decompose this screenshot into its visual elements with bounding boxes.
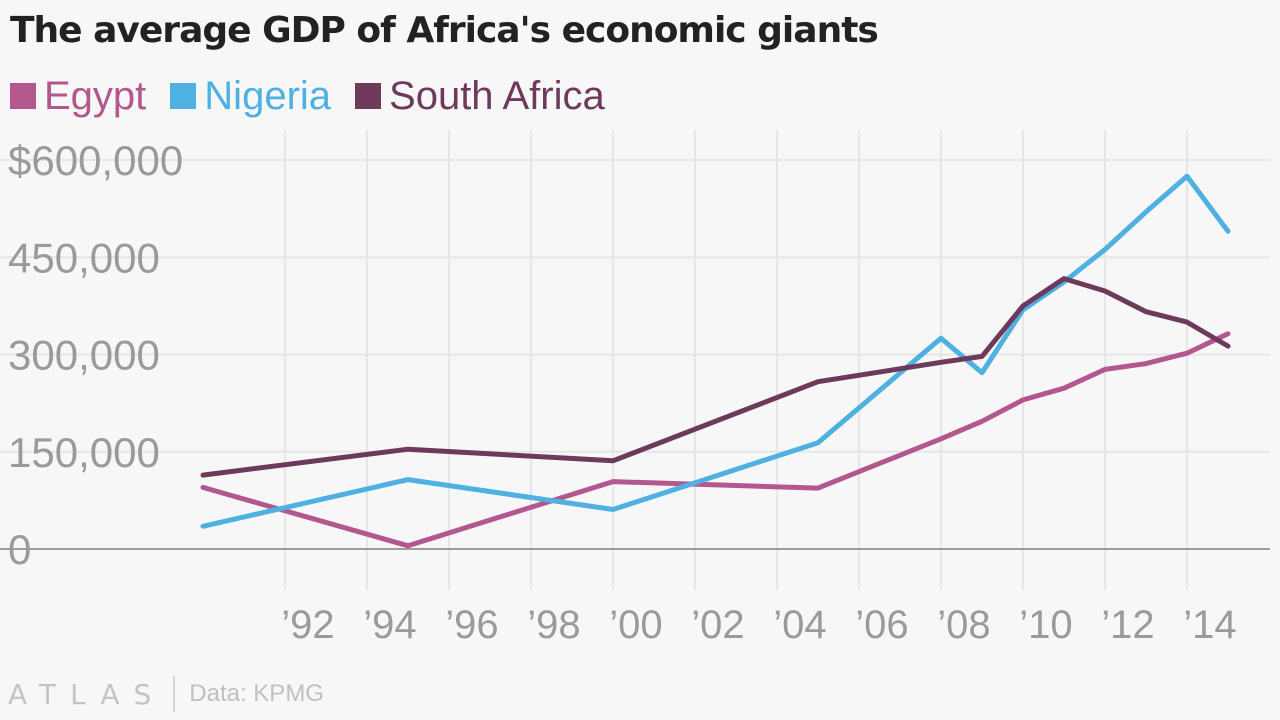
- series-layer: [200, 173, 1231, 549]
- y-tick-label: 150,000: [8, 429, 160, 476]
- y-tick-label: 450,000: [8, 234, 160, 281]
- x-tick-label: ’04: [773, 603, 826, 647]
- x-tick-label: ’02: [691, 603, 744, 647]
- legend-label-south-africa: South Africa: [389, 74, 605, 118]
- footer: ATLAS Data: KPMG: [8, 676, 324, 712]
- x-tick-label: ’08: [937, 603, 990, 647]
- x-tick-label: ’92: [281, 603, 334, 647]
- x-tick-label: ’10: [1019, 603, 1072, 647]
- legend-item-south-africa: South Africa: [355, 72, 605, 120]
- x-tick-label: ’12: [1101, 603, 1154, 647]
- chart-title: The average GDP of Africa's economic gia…: [10, 10, 879, 51]
- y-tick-label: 0: [8, 526, 31, 573]
- grid-layer: [0, 130, 1270, 590]
- y-tick-label: 300,000: [8, 332, 160, 379]
- series-line-egypt: [200, 331, 1231, 549]
- x-tick-label: ’14: [1183, 603, 1236, 647]
- source-note: Data: KPMG: [189, 680, 324, 707]
- legend-label-egypt: Egypt: [44, 74, 147, 118]
- series-line-nigeria: [200, 173, 1231, 529]
- atlas-logo: ATLAS: [8, 677, 166, 711]
- legend-item-nigeria: Nigeria: [170, 72, 331, 120]
- axis-layer: ’92 ’94 ’96 ’98 ’00 ’02 ’04 ’06 ’08 ’10 ’12 ’14 0 150…: [8, 137, 1237, 647]
- series-line-south-africa: [200, 276, 1231, 478]
- x-tick-label: ’98: [527, 603, 580, 647]
- x-tick-label: ’00: [609, 603, 662, 647]
- x-tick-label: ’96: [445, 603, 498, 647]
- x-tick-label: ’06: [855, 603, 908, 647]
- legend-swatch-south-africa: [355, 83, 382, 109]
- legend: Egypt Nigeria South Africa: [10, 72, 629, 120]
- legend-label-nigeria: Nigeria: [204, 74, 332, 118]
- legend-item-egypt: Egypt: [10, 72, 146, 120]
- legend-swatch-egypt: [10, 83, 36, 109]
- y-tick-label: $600,000: [8, 137, 183, 184]
- legend-swatch-nigeria: [170, 83, 197, 109]
- footer-divider: [173, 676, 176, 712]
- x-tick-label: ’94: [363, 603, 416, 647]
